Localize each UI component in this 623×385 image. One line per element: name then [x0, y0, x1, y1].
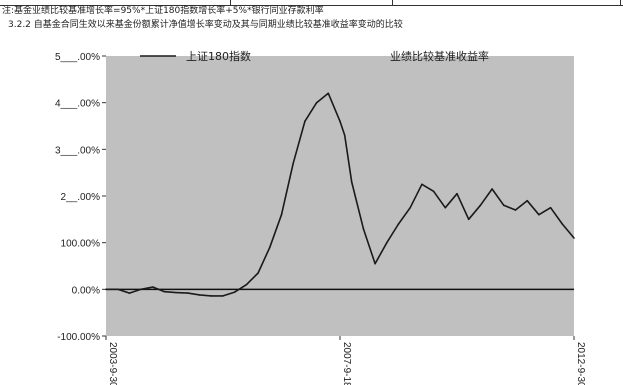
series-point — [128, 292, 131, 294]
legend-label-series: 上证180指数 — [186, 49, 251, 63]
series-point — [233, 291, 236, 293]
series-point — [491, 188, 493, 190]
series-point — [421, 183, 423, 186]
series-point — [561, 223, 564, 225]
series-point — [444, 206, 447, 209]
series-point — [163, 290, 166, 293]
series-point — [105, 288, 107, 291]
series-point — [432, 190, 435, 193]
series-point — [538, 213, 540, 216]
series-point — [467, 218, 470, 221]
series-point — [257, 272, 259, 274]
section-heading: 3.2.2 自基金合同生效以来基金份额累计净值增长率变动及其与同期业绩比较基准收… — [8, 20, 403, 30]
series-point — [397, 223, 400, 225]
y-tick-label: 4___.00% — [55, 99, 100, 110]
series-point — [479, 204, 482, 207]
legend-label-benchmark: 业绩比较基准收益率 — [390, 49, 489, 63]
legend: 上证180指数 业绩比较基准收益率 — [140, 49, 489, 63]
series-point — [503, 204, 505, 207]
series-layer — [105, 92, 575, 297]
series-point — [175, 291, 177, 294]
series-point — [343, 134, 346, 137]
table-bottom-border — [0, 0, 623, 6]
y-tick-label: 5___.00% — [55, 52, 100, 63]
y-axis: 5___.00% 4___.00% 3___.00% 2__.00% 100.00% 0.… — [55, 52, 106, 343]
series-point — [374, 262, 376, 265]
series-point — [116, 288, 119, 291]
series-point — [362, 227, 365, 230]
y-tick-label: -100.00% — [57, 332, 100, 343]
series-point — [280, 213, 283, 216]
y-tick-label: 100.00% — [61, 239, 101, 250]
series-point — [222, 295, 224, 297]
plot-area — [106, 56, 574, 336]
nav-vs-benchmark-chart: 5___.00% 4___.00% 3___.00% 2__.00% 100.00% 0.… — [0, 34, 586, 385]
series-line-0 — [106, 92, 575, 297]
x-tick-label: 2003-9-30 — [107, 342, 118, 385]
series-point — [339, 120, 341, 123]
x-tick-label: 2007-9-18 — [341, 342, 352, 385]
benchmark-note: 注:基金业绩比较基准增长率=95%*上证180指数增长率+5%*银行同业存款利率 — [2, 6, 324, 16]
series-point — [152, 286, 154, 288]
y-tick-label: 0.00% — [72, 285, 100, 296]
series-point — [210, 295, 213, 297]
y-tick-label: 3___.00% — [55, 145, 100, 156]
series-point — [573, 237, 575, 239]
table-column-divider — [620, 0, 621, 5]
series-point — [549, 206, 552, 209]
series-point — [304, 120, 306, 123]
series-point — [315, 101, 318, 104]
series-point — [386, 241, 388, 244]
series-point — [140, 288, 142, 291]
x-axis: 2003-9-30 2007-9-18 2012-9-30 — [105, 336, 586, 385]
series-point — [456, 192, 458, 195]
series-point — [327, 92, 330, 95]
series-point — [350, 181, 353, 183]
series-point — [245, 283, 248, 286]
series-point — [198, 294, 201, 296]
series-point — [409, 206, 412, 209]
series-point — [187, 292, 189, 294]
series-point — [514, 209, 517, 211]
x-tick-label: 2012-9-30 — [575, 342, 586, 385]
table-column-divider — [392, 0, 393, 5]
series-point — [526, 199, 528, 202]
y-tick-label: 2__.00% — [61, 192, 101, 203]
series-point — [269, 246, 271, 249]
table-column-divider — [230, 0, 231, 5]
series-point — [292, 162, 295, 165]
